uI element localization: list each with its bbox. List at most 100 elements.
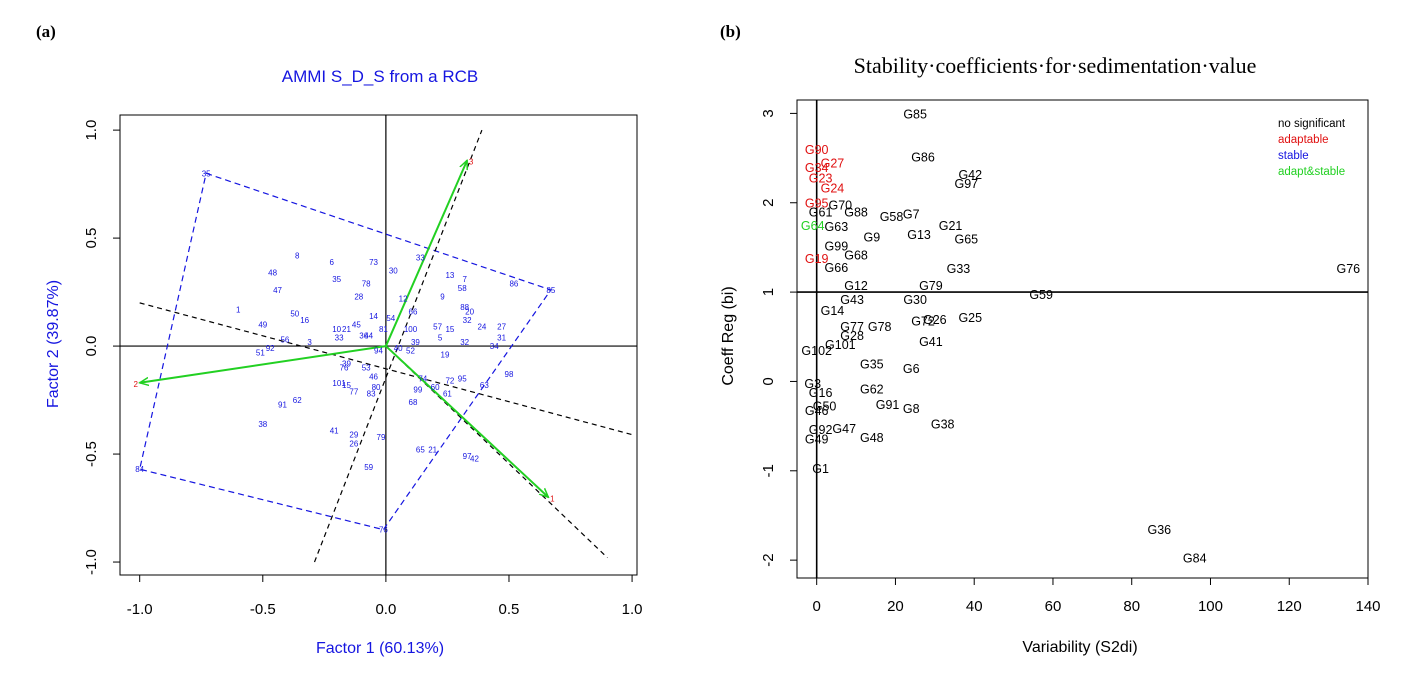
x-tick-label: 0.5 (499, 601, 520, 618)
genotype-point-label: 56 (280, 336, 289, 345)
genotype-point-label: 91 (278, 400, 287, 409)
genotype-point-label: 35 (202, 169, 211, 178)
genotype-point-label: G88 (844, 206, 868, 220)
y-tick-label: -0.5 (83, 441, 100, 467)
genotype-point-label: 84 (135, 465, 144, 474)
genotype-point-label: 13 (445, 271, 454, 280)
legend-entry: no significant (1278, 118, 1346, 130)
genotype-point-label: 42 (470, 454, 479, 463)
genotype-point-label: G24 (821, 182, 845, 196)
genotype-point-label: 48 (268, 269, 277, 278)
genotype-point-label: G42 (958, 168, 982, 182)
genotype-point-label: 21 (428, 446, 437, 455)
x-tick-label: 100 (1198, 598, 1223, 615)
genotype-point-label: G14 (821, 304, 845, 318)
genotype-point-label: 81 (379, 325, 388, 334)
x-tick-label: -1.0 (127, 601, 153, 618)
environment-vector (140, 345, 387, 383)
genotype-point-label: 99 (413, 385, 422, 394)
y-tick-label: 1.0 (83, 120, 100, 141)
genotype-point-label: G7 (903, 207, 920, 221)
genotype-point-label: 32 (460, 338, 469, 347)
genotype-point-label: G84 (1183, 551, 1207, 565)
genotype-point-label: G3 (804, 377, 821, 391)
genotype-point-label: 44 (364, 331, 373, 340)
genotype-point-label: G92 (809, 423, 833, 437)
environment-vector (384, 160, 469, 347)
chart-title: AMMI S_D_S from a RCB (282, 67, 479, 86)
genotype-point-label: 100 (404, 325, 418, 334)
genotype-point-label: G99 (825, 240, 849, 254)
genotype-point-label: 28 (354, 292, 363, 301)
x-tick-label: 140 (1355, 598, 1380, 615)
environment-label: 2 (133, 380, 138, 389)
genotype-point-label: G34 (805, 161, 829, 175)
genotype-point-label: G58 (880, 210, 904, 224)
genotype-point-label: G62 (860, 383, 884, 397)
genotype-point-label: G86 (911, 150, 935, 164)
genotype-point-label: 51 (256, 349, 265, 358)
genotype-point-label: 14 (369, 312, 378, 321)
genotype-point-label: G61 (809, 206, 833, 220)
y-tick-label: 0.5 (83, 228, 100, 249)
genotype-point-label: G26 (923, 313, 947, 327)
genotype-point-label: 58 (458, 284, 467, 293)
genotype-point-label: 6 (329, 258, 334, 267)
genotype-point-label: G47 (832, 422, 856, 436)
genotype-point-label: 32 (463, 316, 472, 325)
genotype-point-label: G102 (801, 344, 832, 358)
genotype-point-label: G49 (805, 433, 829, 447)
y-axis-label: Factor 2 (39.87%) (45, 280, 62, 408)
genotype-point-label: G16 (809, 386, 833, 400)
genotype-point-label: 94 (374, 346, 383, 355)
genotype-point-label: G48 (860, 431, 884, 445)
genotype-point-label: G35 (860, 358, 884, 372)
genotype-point-label: G12 (844, 279, 868, 293)
genotype-point-label: 30 (389, 266, 398, 275)
genotype-point-label: 98 (505, 370, 514, 379)
x-tick-label: 120 (1277, 598, 1302, 615)
genotype-point-label: G1 (812, 462, 829, 476)
panel-label-a: (a) (36, 22, 56, 41)
environment-vector (385, 345, 548, 497)
genotype-point-label: 73 (369, 258, 378, 267)
genotype-point-label: 88 (460, 303, 469, 312)
sector-boundary-line (385, 345, 608, 559)
genotype-point-label: G85 (903, 107, 927, 121)
genotype-point-label: 39 (342, 359, 351, 368)
convex-hull (138, 172, 552, 531)
genotype-point-label: G90 (805, 143, 829, 157)
genotype-point-label: G8 (903, 402, 920, 416)
y-tick-label: -2 (760, 553, 777, 566)
genotype-point-label: G63 (825, 220, 849, 234)
y-tick-label: -1 (760, 464, 777, 477)
genotype-point-label: 65 (416, 446, 425, 455)
genotype-point-label: 52 (406, 346, 415, 355)
genotype-point-label: 5 (438, 333, 443, 342)
genotype-point-label: 8 (295, 251, 300, 260)
genotype-point-label: G77 (840, 320, 864, 334)
genotype-point-label: 85 (546, 286, 555, 295)
y-tick-label: -1.0 (83, 549, 100, 575)
x-axis-label: Factor 1 (60.13%) (316, 640, 444, 657)
genotype-point-label: G91 (876, 398, 900, 412)
genotype-point-label: G95 (805, 197, 829, 211)
genotype-point-label: 68 (409, 398, 418, 407)
genotype-point-label: G13 (907, 228, 931, 242)
genotype-point-label: 9 (440, 292, 445, 301)
genotype-point-label: 76 (340, 364, 349, 373)
genotype-point-label: 95 (458, 374, 467, 383)
y-tick-label: 0 (760, 377, 777, 385)
genotype-point-label: G64 (801, 219, 825, 233)
genotype-point-label: 50 (290, 310, 299, 319)
genotype-point-label: 97 (463, 452, 472, 461)
genotype-point-label: G41 (919, 335, 943, 349)
genotype-point-label: 19 (441, 351, 450, 360)
genotype-point-label: G21 (939, 219, 963, 233)
legend-entry: stable (1278, 150, 1309, 162)
genotype-point-label: G50 (813, 400, 837, 414)
panel-label-b: (b) (720, 22, 741, 41)
genotype-point-label: 45 (352, 320, 361, 329)
genotype-point-label: 54 (386, 314, 395, 323)
genotype-point-label: 12 (399, 295, 408, 304)
